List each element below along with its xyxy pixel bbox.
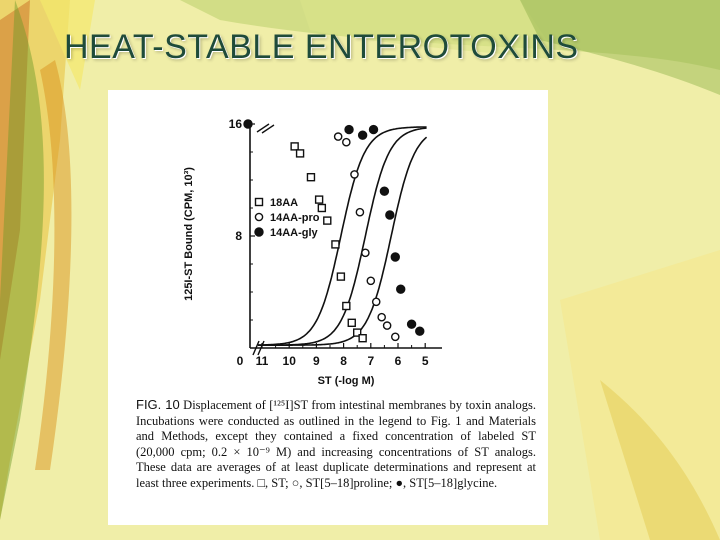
- data-point-14aa-pro: [355, 207, 365, 217]
- data-point-18aa: [306, 172, 316, 182]
- legend-label-14aa-gly: 14AA-gly: [270, 227, 319, 239]
- x-tick-label: 9: [313, 354, 320, 368]
- data-point-18aa: [336, 272, 346, 281]
- y-tick-label: 8: [235, 229, 242, 243]
- data-point-18aa: [347, 318, 356, 328]
- data-point-14aa-gly: [415, 326, 425, 336]
- data-point-14aa-pro: [390, 332, 400, 342]
- data-point-18aa: [331, 240, 340, 249]
- leaf-decoration-right: [560, 250, 720, 540]
- slide-title: HEAT-STABLE ENTEROTOXINS: [64, 28, 579, 66]
- data-point-14aa-gly: [385, 210, 395, 220]
- displacement-chart: 0 11 10 9 8 7 6 5 16 8 ST (-log M) 125I-ST Bound (C…: [183, 117, 442, 387]
- data-point-14aa-gly: [390, 252, 400, 262]
- leaf-decoration-top: [180, 0, 720, 95]
- data-point-18aa: [317, 203, 327, 213]
- x-tick-label: 5: [422, 354, 429, 368]
- data-point-18aa: [290, 142, 299, 151]
- fit-curve-14aa-gly: [258, 136, 428, 346]
- leaf-decoration-left: [0, 0, 95, 520]
- data-points: [243, 119, 425, 343]
- data-point-18aa: [358, 333, 367, 343]
- data-point-14aa-gly: [344, 124, 354, 135]
- legend-label-14aa-pro: 14AA-pro: [270, 212, 320, 224]
- legend-label-18aa: 18AA: [270, 197, 298, 209]
- data-point-14aa-gly: [406, 319, 417, 329]
- data-point-14aa-pro: [382, 321, 392, 330]
- fit-curve-18aa: [257, 126, 427, 346]
- data-point-18aa: [295, 149, 305, 158]
- caption-text: Displacement of [¹²⁵I]ST from intestinal…: [136, 398, 536, 490]
- data-point-14aa-pro: [371, 297, 381, 307]
- y-tick-label: 16: [229, 117, 243, 131]
- data-point-18aa: [323, 216, 332, 225]
- legend-marker-14aa-gly: [254, 227, 264, 237]
- figure-caption: FIG. 10 Displacement of [¹²⁵I]ST from in…: [136, 397, 536, 492]
- x-tick-label: 7: [367, 354, 374, 368]
- data-point-14aa-pro: [377, 312, 386, 322]
- x-tick-label: 0: [237, 354, 244, 368]
- data-point-14aa-gly: [243, 119, 253, 129]
- x-axis-break: [252, 340, 265, 356]
- data-point-14aa-pro: [350, 170, 359, 179]
- data-point-18aa: [314, 195, 324, 204]
- data-point-14aa-gly: [368, 124, 379, 135]
- data-point-18aa: [352, 328, 362, 337]
- data-point-14aa-pro: [361, 248, 370, 258]
- x-tick-label: 10: [283, 354, 297, 368]
- figure-panel: 0 11 10 9 8 7 6 5 16 8 ST (-log M) 125I-ST Bound (C…: [108, 90, 548, 525]
- data-point-14aa-gly: [379, 186, 390, 196]
- data-point-14aa-pro: [366, 276, 376, 286]
- chart-axes: 0 11 10 9 8 7 6 5 16 8 ST (-log M) 125I-ST Bound (C…: [183, 117, 442, 387]
- y-axis-label: 125I-ST Bound (CPM, 10³): [183, 167, 195, 301]
- data-point-18aa: [342, 301, 351, 311]
- chart-legend: 18AA 14AA-pro 14AA-gly: [254, 197, 320, 239]
- data-point-14aa-pro: [342, 137, 351, 147]
- figure-number: FIG. 10: [136, 397, 180, 412]
- data-point-14aa-gly: [357, 130, 368, 140]
- data-point-14aa-gly: [396, 284, 406, 294]
- legend-marker-18aa: [254, 197, 264, 207]
- x-tick-label: 6: [395, 354, 402, 368]
- fitted-curves: [257, 126, 428, 346]
- data-point-14aa-pro: [333, 132, 343, 141]
- x-axis-label: ST (-log M): [318, 375, 375, 387]
- legend-marker-14aa-pro: [254, 212, 264, 222]
- x-tick-label: 11: [256, 354, 269, 368]
- y-axis-break: [256, 123, 275, 134]
- x-tick-label: 8: [340, 354, 347, 368]
